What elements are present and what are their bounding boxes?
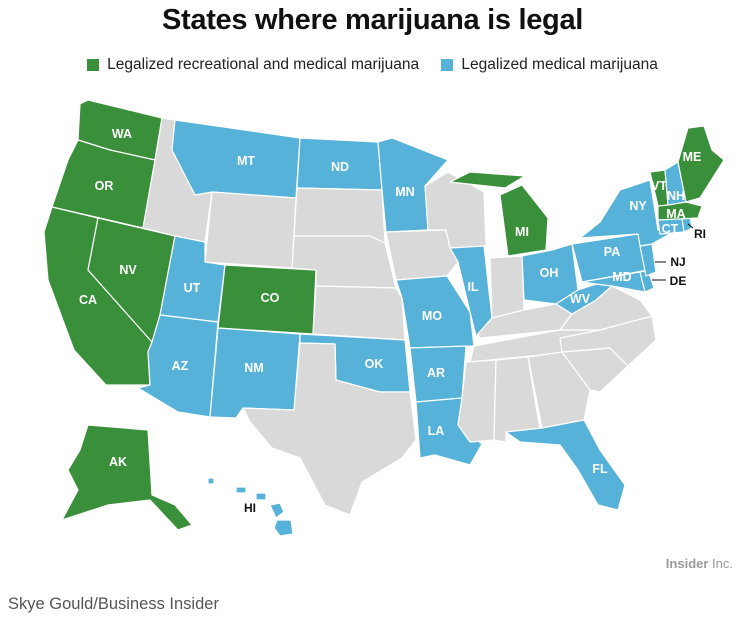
state-label-AK: AK — [109, 455, 127, 469]
leader-lines — [652, 223, 694, 281]
state-TX[interactable] — [242, 342, 417, 516]
legend-label-recreational: Legalized recreational and medical marij… — [107, 56, 420, 73]
state-label-CO: CO — [261, 291, 280, 305]
state-IL[interactable] — [449, 245, 493, 337]
legend-swatch-medical — [441, 59, 454, 71]
state-SD[interactable] — [293, 187, 386, 244]
legend-item-medical: Legalized medical marijuana — [441, 56, 658, 74]
state-label-NV: NV — [119, 263, 137, 277]
state-label-HI: HI — [244, 501, 256, 515]
state-GA[interactable] — [527, 351, 591, 429]
state-label-MD: MD — [612, 270, 631, 284]
state-label-MA: MA — [666, 207, 685, 221]
legend: Legalized recreational and medical marij… — [0, 56, 745, 76]
state-ME[interactable] — [677, 125, 725, 203]
state-label-FL: FL — [592, 462, 608, 476]
state-label-ND: ND — [331, 160, 349, 174]
state-label-VT: VT — [651, 179, 667, 193]
image-credit: Skye Gould/Business Insider — [8, 595, 219, 613]
state-label-MN: MN — [395, 185, 414, 199]
state-label-PA: PA — [604, 245, 620, 259]
brand-logo: Insider Inc. — [666, 556, 733, 571]
state-label-IL: IL — [467, 280, 478, 294]
state-label-RI: RI — [694, 227, 706, 241]
state-label-WV: WV — [570, 292, 591, 306]
state-label-OK: OK — [365, 357, 384, 371]
state-MI[interactable] — [449, 171, 549, 257]
state-label-MI: MI — [515, 225, 529, 239]
state-label-WA: WA — [112, 127, 132, 141]
state-label-OR: OR — [95, 179, 114, 193]
state-label-MO: MO — [422, 309, 442, 323]
state-label-LA: LA — [428, 424, 445, 438]
state-label-NH: NH — [667, 189, 685, 203]
state-label-DE: DE — [670, 274, 687, 288]
state-FL[interactable] — [505, 419, 626, 511]
state-label-OH: OH — [540, 266, 559, 280]
legend-swatch-recreational — [87, 59, 100, 71]
state-label-NM: NM — [244, 361, 263, 375]
state-MD[interactable] — [581, 271, 646, 293]
state-label-NY: NY — [629, 199, 647, 213]
state-KS[interactable] — [312, 285, 406, 341]
state-AK[interactable] — [61, 424, 193, 531]
legend-label-medical: Legalized medical marijuana — [461, 56, 658, 73]
state-IN[interactable] — [489, 255, 525, 319]
state-label-AR: AR — [427, 366, 445, 380]
brand-suffix: Inc. — [708, 556, 733, 571]
state-label-CA: CA — [79, 293, 97, 307]
legend-item-recreational: Legalized recreational and medical marij… — [87, 56, 419, 74]
state-label-NJ: NJ — [670, 255, 685, 269]
state-HI[interactable] — [207, 477, 294, 537]
state-label-MT: MT — [237, 154, 255, 168]
map-title: States where marijuana is legal — [161, 4, 584, 36]
state-label-UT: UT — [184, 281, 201, 295]
state-label-CT: CT — [662, 222, 679, 236]
state-label-AZ: AZ — [172, 359, 189, 373]
state-label-ME: ME — [683, 150, 702, 164]
brand-name: Insider — [665, 556, 709, 571]
state-WY[interactable] — [204, 191, 297, 269]
